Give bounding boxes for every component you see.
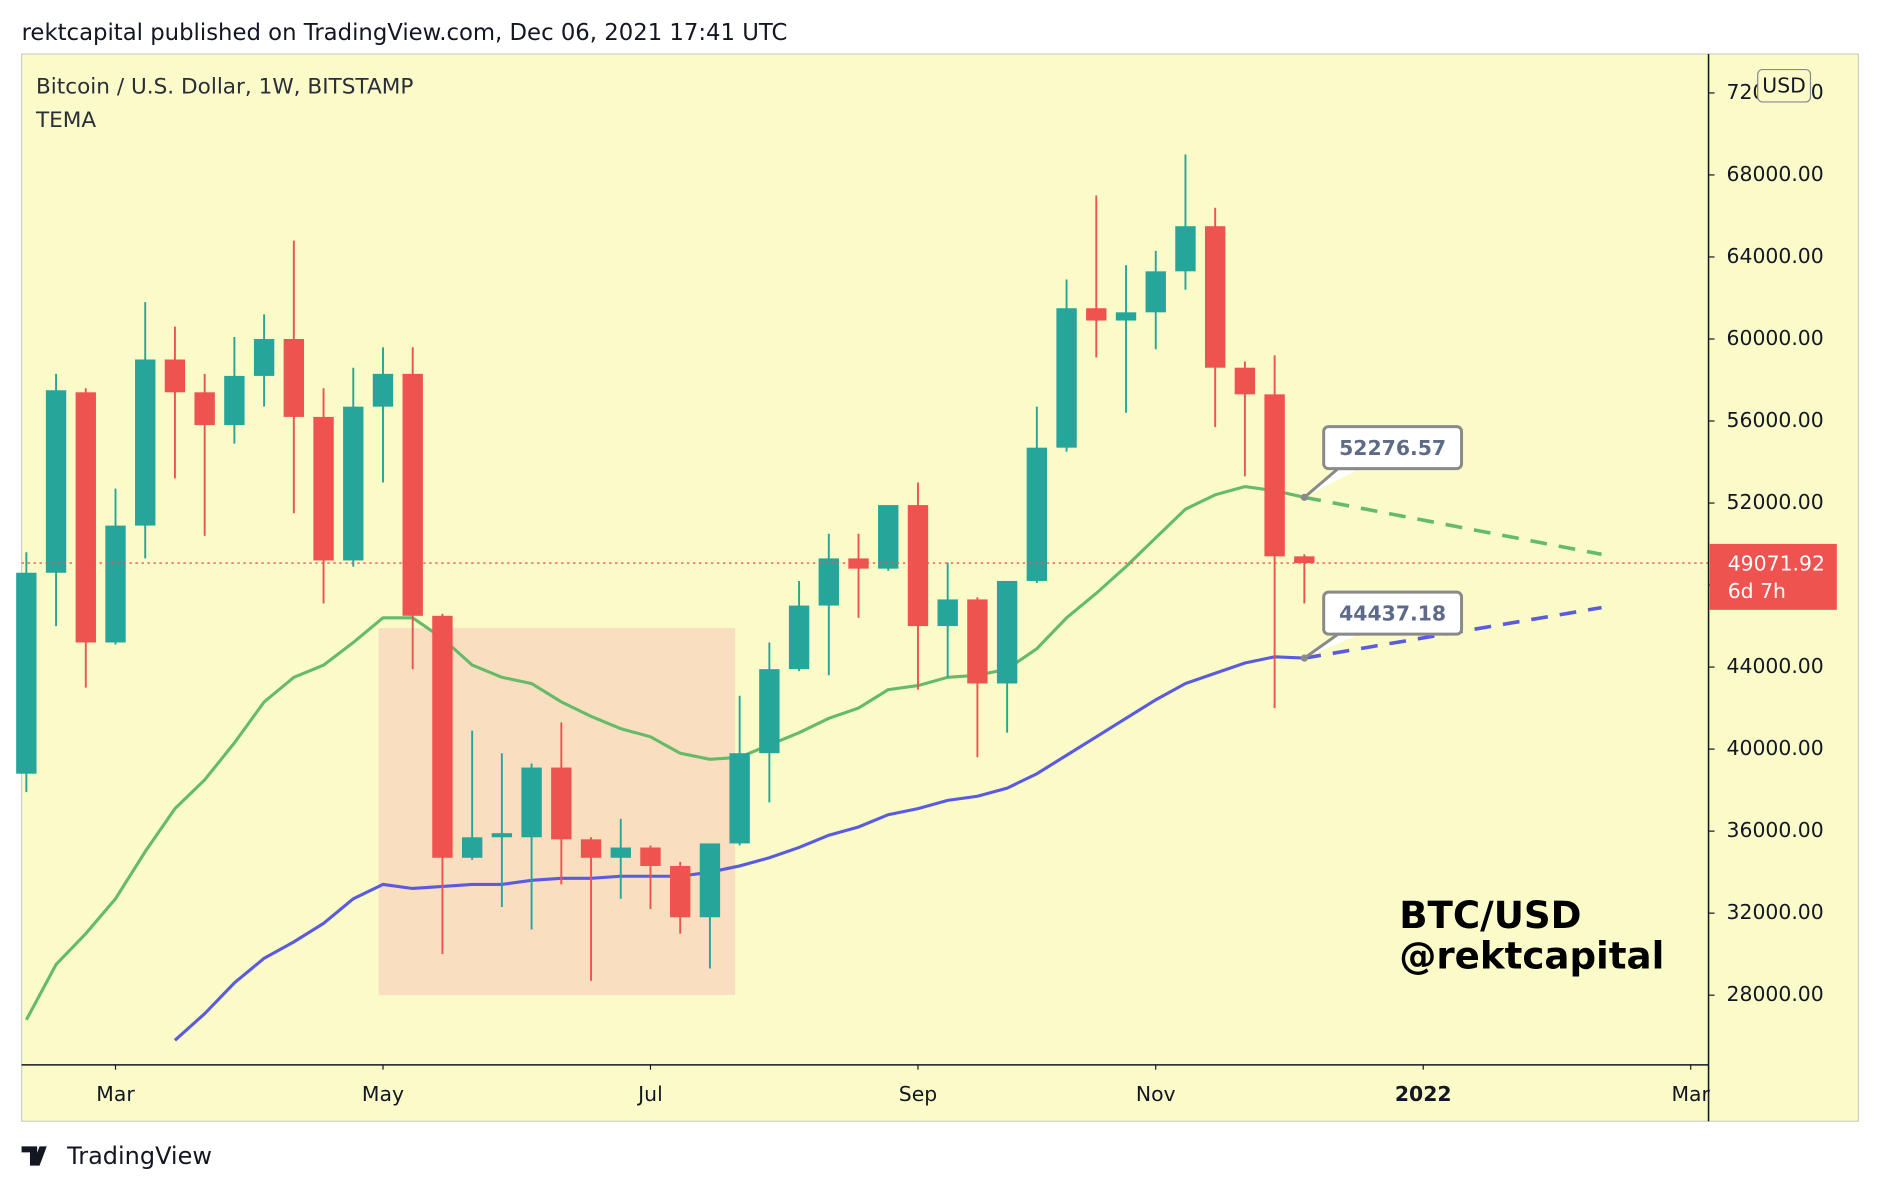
candle-body <box>759 669 780 754</box>
y-tick-label: 60000.00 <box>1727 326 1824 350</box>
candle-body <box>699 843 721 918</box>
candle-body <box>878 505 899 569</box>
y-tick-label: 64000.00 <box>1727 244 1824 268</box>
indicator-line <box>173 655 1305 1042</box>
watermark: @rektcapital <box>1399 934 1664 978</box>
y-tick-label: 32000.00 <box>1727 900 1824 924</box>
candle-body <box>16 572 37 774</box>
logo-icon <box>21 1146 47 1166</box>
candle-body <box>937 599 958 627</box>
chart-title: Bitcoin / U.S. Dollar, 1W, BITSTAMP <box>36 75 413 100</box>
watermark: BTC/USD <box>1399 893 1581 937</box>
x-tick-label: Nov <box>1136 1082 1176 1106</box>
candle-body <box>1294 556 1315 564</box>
candle-body <box>551 767 572 840</box>
candle-body <box>491 833 513 838</box>
callout-box <box>1322 425 1464 471</box>
y-tick-label: 28000.00 <box>1727 982 1824 1006</box>
callout-label: 44437.18 <box>1339 601 1446 625</box>
candle-body <box>1056 308 1077 448</box>
candle-body <box>670 865 691 918</box>
candle-body <box>45 390 67 573</box>
candle-body <box>135 359 156 526</box>
logo: TradingView <box>21 1142 212 1170</box>
candle-body <box>1204 226 1226 368</box>
price-countdown: 6d 7h <box>1728 579 1786 603</box>
x-tick-label: Jul <box>636 1082 663 1106</box>
candle-body <box>1234 367 1256 395</box>
candle-body <box>848 558 869 569</box>
candle-body <box>1145 271 1166 313</box>
candle-body <box>372 373 394 407</box>
indicator-line <box>25 485 1305 1021</box>
x-tick-label: Mar <box>1671 1082 1710 1106</box>
candle-body <box>343 406 364 561</box>
x-tick-label: 2022 <box>1395 1082 1452 1106</box>
x-tick-label: Mar <box>96 1082 135 1106</box>
x-tick-label: May <box>362 1082 404 1106</box>
candle-body <box>788 605 810 670</box>
projection-line <box>1304 495 1602 557</box>
y-tick-label: 68000.00 <box>1727 162 1824 186</box>
header: rektcapital published on TradingView.com… <box>22 20 788 46</box>
indicator-name: TEMA <box>35 108 96 133</box>
y-tick-label: 56000.00 <box>1727 408 1824 432</box>
callout-anchor <box>1300 493 1308 501</box>
candle-body <box>996 580 1018 684</box>
y-tick-label: 52000.00 <box>1727 490 1824 514</box>
candle-body <box>729 753 750 844</box>
currency-label: USD <box>1762 73 1806 97</box>
plot-layer: 52276.57 44437.18 <box>16 154 1709 1042</box>
callout-label: 52276.57 <box>1339 436 1446 460</box>
footer-brand: TradingView <box>66 1142 212 1170</box>
candle-body <box>580 839 602 858</box>
candle-body <box>164 359 186 393</box>
x-tick-label: Sep <box>899 1082 937 1106</box>
candle-body <box>521 767 542 838</box>
currency-box <box>1757 68 1812 103</box>
candle-body <box>610 847 631 858</box>
candle-body <box>313 416 334 561</box>
candle-body <box>1026 447 1048 581</box>
candle-body <box>1086 308 1107 321</box>
candle-body <box>105 525 126 643</box>
candle-body <box>253 338 275 376</box>
y-tick-label: 40000.00 <box>1727 736 1824 760</box>
price-label: 49071.92 <box>1728 551 1825 575</box>
candle-body <box>224 375 245 426</box>
callout-anchor <box>1300 654 1308 662</box>
candle-body <box>75 392 96 643</box>
plot-background <box>20 53 1860 1122</box>
candle-body <box>818 558 839 606</box>
y-tick-label: 44000.00 <box>1727 654 1824 678</box>
y-tick-label: 36000.00 <box>1727 818 1824 842</box>
candle-body <box>640 847 661 866</box>
callout-box <box>1322 590 1464 636</box>
candle-body <box>907 505 929 627</box>
candle-body <box>967 599 988 684</box>
price-label-box <box>1709 543 1837 610</box>
candle-body <box>194 392 215 426</box>
candle-body <box>1115 312 1137 321</box>
candle-body <box>1264 394 1285 557</box>
candle-body <box>283 338 305 417</box>
candle-body <box>461 837 483 858</box>
candle-body <box>402 373 423 616</box>
candle-body <box>1175 226 1196 272</box>
candle-body <box>432 615 453 858</box>
